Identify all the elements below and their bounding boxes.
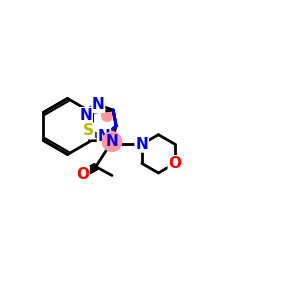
- Text: N: N: [136, 137, 148, 152]
- Text: N: N: [80, 108, 92, 123]
- Text: O: O: [76, 167, 89, 182]
- Text: N: N: [98, 129, 110, 144]
- Text: N: N: [98, 129, 110, 144]
- Text: N: N: [136, 137, 148, 152]
- Text: N: N: [92, 97, 104, 112]
- Circle shape: [101, 109, 110, 118]
- Text: O: O: [169, 156, 182, 171]
- Text: O: O: [169, 156, 182, 171]
- Text: N: N: [80, 108, 92, 123]
- Text: N: N: [106, 134, 118, 149]
- Text: S: S: [83, 124, 94, 139]
- Text: N: N: [106, 134, 118, 149]
- Text: O: O: [76, 167, 89, 182]
- Text: N: N: [92, 97, 104, 112]
- Text: S: S: [83, 124, 94, 139]
- Circle shape: [102, 111, 112, 122]
